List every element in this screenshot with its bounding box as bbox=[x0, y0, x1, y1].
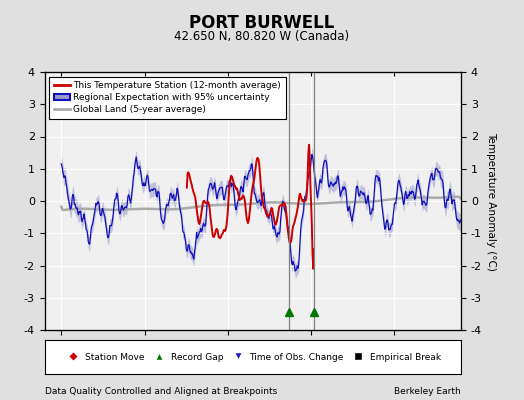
Text: PORT BURWELL: PORT BURWELL bbox=[189, 14, 335, 32]
Text: 42.650 N, 80.820 W (Canada): 42.650 N, 80.820 W (Canada) bbox=[174, 30, 350, 43]
Legend: This Temperature Station (12-month average), Regional Expectation with 95% uncer: This Temperature Station (12-month avera… bbox=[49, 76, 286, 119]
Legend: Station Move, Record Gap, Time of Obs. Change, Empirical Break: Station Move, Record Gap, Time of Obs. C… bbox=[62, 350, 444, 364]
Text: Berkeley Earth: Berkeley Earth bbox=[395, 387, 461, 396]
Y-axis label: Temperature Anomaly (°C): Temperature Anomaly (°C) bbox=[486, 132, 496, 270]
Text: Data Quality Controlled and Aligned at Breakpoints: Data Quality Controlled and Aligned at B… bbox=[45, 387, 277, 396]
